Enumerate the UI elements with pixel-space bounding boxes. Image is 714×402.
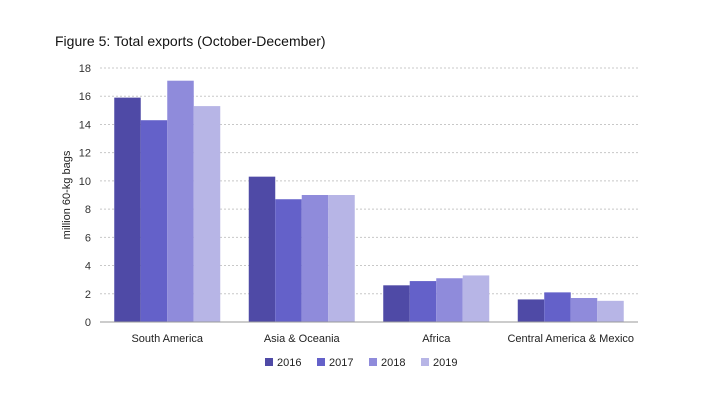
legend-swatch-2016 — [265, 358, 273, 366]
bar-2019 — [328, 195, 355, 322]
bar-2018 — [301, 195, 329, 322]
bar-2016 — [114, 97, 141, 322]
y-tick-label: 2 — [85, 289, 91, 301]
y-axis-ticks: 0 2 4 6 8 10 12 14 16 18 — [79, 63, 91, 329]
bar-2017 — [275, 199, 302, 322]
x-axis-categories: South America Asia & Oceania Africa Central… — [131, 333, 634, 345]
x-category-label: Central America & Mexico — [507, 333, 634, 345]
chart-title: Figure 5: Total exports (October-Decembe… — [55, 33, 326, 49]
bar-2019 — [462, 275, 490, 322]
legend-swatch-2019 — [421, 358, 429, 366]
legend-label-2019: 2019 — [433, 357, 457, 369]
bar-2018 — [167, 80, 194, 322]
y-tick-label: 12 — [79, 148, 91, 160]
gridlines — [100, 67, 638, 295]
bar-2016 — [248, 176, 276, 322]
legend-swatch-2018 — [369, 358, 377, 366]
y-tick-label: 4 — [85, 261, 91, 273]
bar-2017 — [544, 292, 571, 322]
bar-2017 — [409, 281, 437, 322]
y-tick-label: 10 — [79, 176, 91, 188]
legend-swatch-2017 — [317, 358, 325, 366]
legend-label-2018: 2018 — [381, 357, 405, 369]
bar-2019 — [193, 106, 221, 322]
x-category-label: South America — [131, 333, 203, 345]
y-tick-label: 14 — [79, 119, 91, 131]
bar-2018 — [436, 278, 463, 322]
legend-label-2017: 2017 — [329, 357, 353, 369]
y-tick-label: 18 — [79, 63, 91, 75]
bar-2018 — [570, 298, 598, 322]
y-tick-label: 6 — [85, 232, 91, 244]
y-tick-label: 16 — [79, 91, 91, 103]
bar-2019 — [597, 300, 624, 322]
bar-2016 — [383, 285, 410, 322]
bar-2016 — [517, 299, 545, 322]
legend: 2016 2017 2018 2019 — [265, 357, 457, 369]
y-tick-label: 0 — [85, 317, 91, 329]
x-category-label: Africa — [422, 333, 451, 345]
x-category-label: Asia & Oceania — [264, 333, 341, 345]
bar-2017 — [140, 120, 168, 322]
y-tick-label: 8 — [85, 204, 91, 216]
y-axis-title: million 60-kg bags — [61, 150, 73, 239]
legend-label-2016: 2016 — [277, 357, 301, 369]
bars — [114, 80, 624, 322]
